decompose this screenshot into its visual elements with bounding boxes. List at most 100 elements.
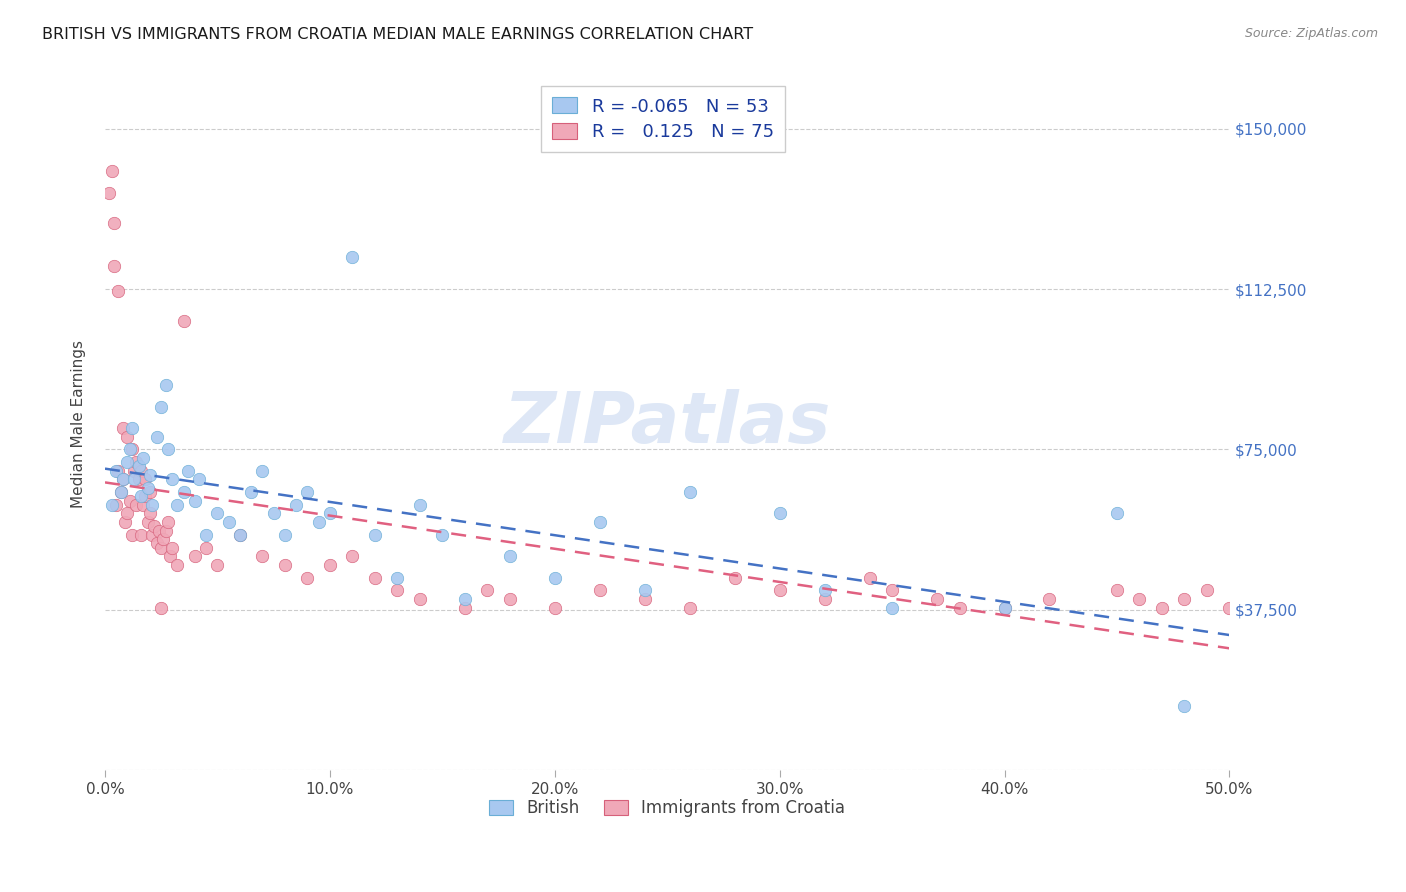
Point [319, 507, 342, 521]
Point [544, 571, 567, 585]
Point [150, 600, 173, 615]
Legend: British, Immigrants from Croatia: British, Immigrants from Croatia [482, 793, 852, 824]
Point [98, 186, 121, 200]
Point [499, 592, 522, 607]
Point [129, 464, 152, 478]
Point [121, 528, 143, 542]
Point [121, 442, 143, 457]
Point [409, 592, 432, 607]
Point [107, 464, 129, 478]
Point [122, 472, 145, 486]
Point [118, 493, 141, 508]
Point [342, 549, 364, 564]
Point [155, 524, 177, 538]
Point [173, 485, 195, 500]
Point [122, 464, 145, 478]
Point [218, 515, 240, 529]
Point [1128, 592, 1150, 607]
Point [132, 498, 155, 512]
Point [1218, 600, 1240, 615]
Point [128, 472, 150, 486]
Point [159, 549, 181, 564]
Point [948, 600, 970, 615]
Point [156, 515, 179, 529]
Text: ZIPatlas: ZIPatlas [503, 389, 831, 458]
Point [364, 528, 387, 542]
Point [145, 429, 167, 443]
Point [103, 216, 125, 230]
Point [136, 481, 159, 495]
Point [141, 498, 163, 512]
Point [162, 472, 184, 486]
Point [544, 600, 567, 615]
Point [177, 464, 200, 478]
Point [207, 558, 229, 572]
Point [297, 571, 319, 585]
Point [166, 498, 188, 512]
Point [409, 498, 432, 512]
Point [129, 528, 152, 542]
Point [195, 541, 218, 555]
Point [139, 468, 162, 483]
Point [769, 583, 792, 598]
Point [145, 536, 167, 550]
Point [207, 507, 229, 521]
Point [229, 528, 252, 542]
Point [111, 472, 134, 486]
Point [319, 558, 342, 572]
Point [634, 583, 657, 598]
Point [114, 515, 136, 529]
Point [110, 485, 132, 500]
Point [139, 485, 162, 500]
Point [252, 464, 274, 478]
Point [387, 583, 409, 598]
Point [105, 498, 128, 512]
Point [1195, 583, 1218, 598]
Point [813, 592, 835, 607]
Point [679, 485, 702, 500]
Point [274, 528, 297, 542]
Point [184, 493, 207, 508]
Y-axis label: Median Male Earnings: Median Male Earnings [72, 340, 86, 508]
Point [156, 442, 179, 457]
Point [150, 541, 173, 555]
Point [125, 455, 148, 469]
Point [342, 250, 364, 264]
Point [141, 528, 163, 542]
Point [134, 489, 156, 503]
Point [858, 571, 880, 585]
Point [477, 583, 499, 598]
Point [148, 524, 170, 538]
Text: Source: ZipAtlas.com: Source: ZipAtlas.com [1244, 27, 1378, 40]
Point [274, 558, 297, 572]
Point [129, 489, 152, 503]
Point [1150, 600, 1173, 615]
Point [143, 519, 166, 533]
Point [263, 507, 285, 521]
Point [100, 498, 122, 512]
Point [229, 528, 252, 542]
Text: BRITISH VS IMMIGRANTS FROM CROATIA MEDIAN MALE EARNINGS CORRELATION CHART: BRITISH VS IMMIGRANTS FROM CROATIA MEDIA… [42, 27, 754, 42]
Point [136, 515, 159, 529]
Point [297, 485, 319, 500]
Point [117, 429, 139, 443]
Point [308, 515, 330, 529]
Point [118, 442, 141, 457]
Point [724, 571, 747, 585]
Point [252, 549, 274, 564]
Point [111, 421, 134, 435]
Point [117, 507, 139, 521]
Point [993, 600, 1015, 615]
Point [110, 485, 132, 500]
Point [125, 498, 148, 512]
Point [103, 259, 125, 273]
Point [589, 515, 612, 529]
Point [117, 455, 139, 469]
Point [150, 400, 173, 414]
Point [1105, 507, 1128, 521]
Point [387, 571, 409, 585]
Point [813, 583, 835, 598]
Point [432, 528, 454, 542]
Point [454, 600, 477, 615]
Point [880, 583, 903, 598]
